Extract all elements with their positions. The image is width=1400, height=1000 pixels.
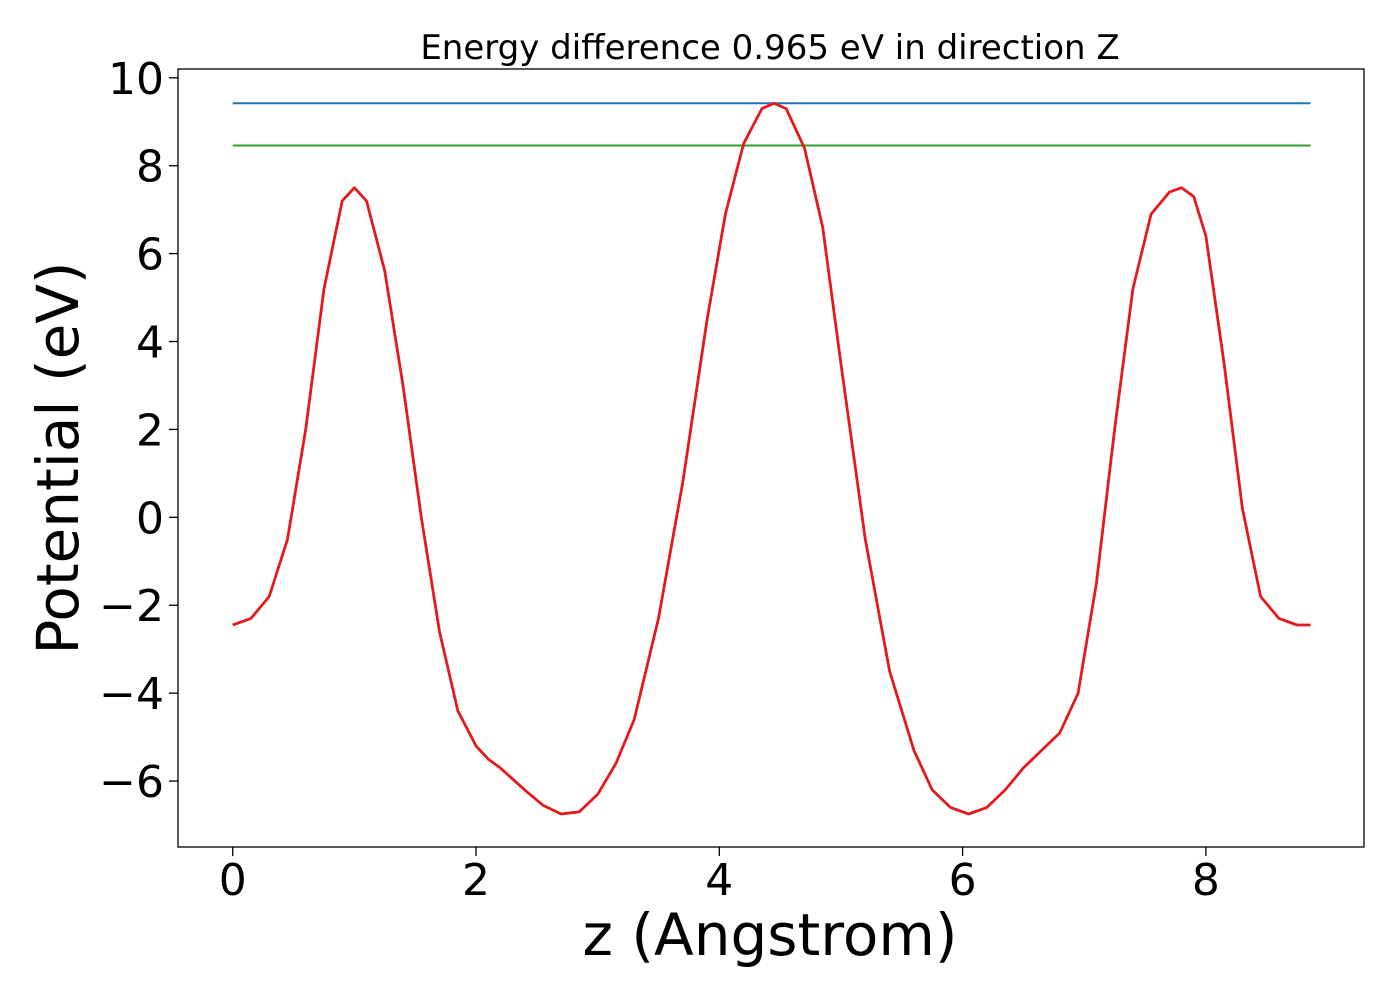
series-layer: [232, 101, 1311, 816]
series-line-2: [232, 101, 1311, 816]
y-axis-label: Potential (eV): [24, 261, 92, 654]
y-tick-label: 0: [136, 493, 164, 544]
x-axis-label: z (Angstrom): [583, 901, 958, 969]
y-tick-label: 2: [136, 405, 164, 456]
x-tick-label: 2: [462, 855, 490, 906]
x-tick-label: 0: [219, 855, 247, 906]
y-tick-label: −4: [99, 669, 164, 720]
x-tick-label: 8: [1192, 855, 1220, 906]
y-tick-label: −2: [99, 581, 164, 632]
y-tick-label: −6: [99, 757, 164, 808]
y-tick-label: 8: [136, 142, 164, 193]
x-axis-ticks: 0 2 4 6 8: [219, 847, 1220, 906]
y-tick-label: 10: [108, 54, 164, 105]
y-axis-ticks: −6 −4 −2 0 2 4 6 8 10: [99, 54, 178, 808]
y-tick-label: 4: [136, 318, 164, 369]
y-tick-label: 6: [136, 230, 164, 281]
x-tick-label: 6: [949, 855, 977, 906]
x-tick-label: 4: [705, 855, 733, 906]
chart-title: Energy difference 0.965 eV in direction …: [420, 28, 1119, 68]
plot-frame: [177, 68, 1365, 848]
